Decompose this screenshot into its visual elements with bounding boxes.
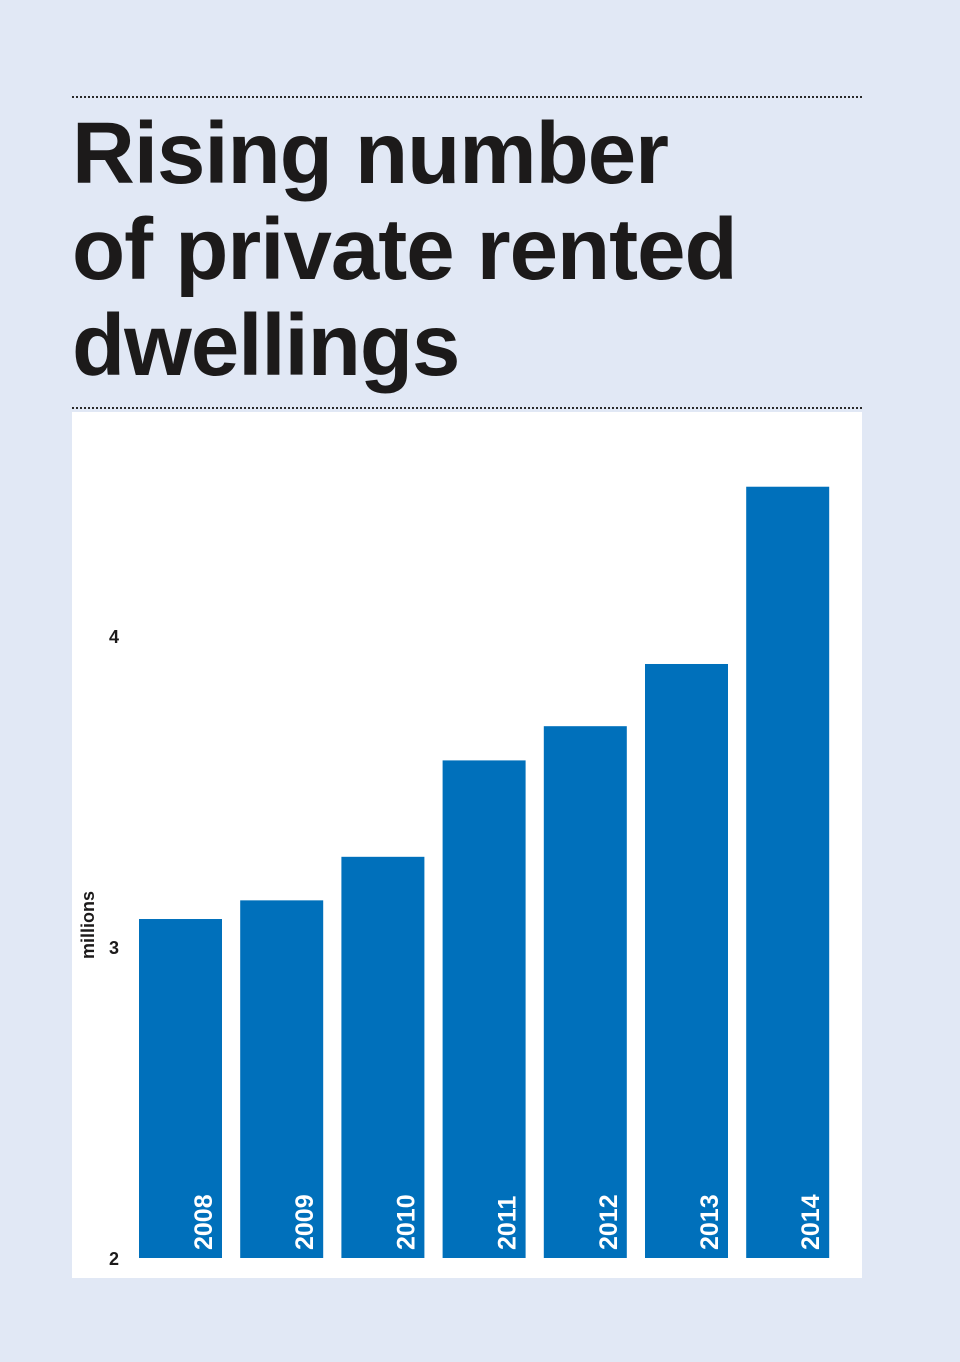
y-tick-label: 4 bbox=[109, 627, 119, 647]
bar bbox=[543, 726, 627, 1258]
bar-category-label: 2013 bbox=[696, 1194, 724, 1250]
page-title: Rising number of private rented dwelling… bbox=[72, 106, 862, 394]
bar-category-label: 2010 bbox=[392, 1194, 420, 1250]
bar bbox=[139, 919, 222, 1258]
chart-panel: 2 3 4 millions 2008 2009 2010 2011 2012 2013 201… bbox=[72, 412, 862, 1278]
title-line-1: Rising number bbox=[72, 105, 669, 202]
title-line-3: dwellings bbox=[72, 297, 460, 394]
bottom-dotted-rule bbox=[72, 407, 862, 409]
title-line-2: of private rented bbox=[72, 201, 738, 298]
y-tick-label: 2 bbox=[109, 1249, 119, 1269]
bar-category-label: 2009 bbox=[291, 1194, 319, 1250]
top-dotted-rule bbox=[72, 96, 862, 98]
bar bbox=[240, 900, 324, 1258]
bar bbox=[442, 760, 526, 1258]
bar-category-labels: 2008 2009 2010 2011 2012 2013 2014 bbox=[190, 1194, 825, 1250]
bar-category-label: 2011 bbox=[494, 1196, 522, 1250]
y-axis-label-group: millions bbox=[78, 891, 98, 959]
y-axis-ticks: 2 3 4 bbox=[109, 627, 119, 1269]
bar bbox=[645, 663, 728, 1258]
y-axis-label: millions bbox=[78, 891, 98, 959]
bar bbox=[746, 486, 830, 1259]
bar bbox=[341, 856, 425, 1258]
bar-category-label: 2014 bbox=[797, 1194, 825, 1250]
y-tick-label: 3 bbox=[109, 938, 119, 958]
bar-series bbox=[139, 486, 830, 1259]
bar-category-label: 2008 bbox=[190, 1194, 218, 1250]
bar-category-label: 2012 bbox=[595, 1194, 623, 1250]
bar-chart: 2 3 4 millions 2008 2009 2010 2011 2012 2013 201… bbox=[78, 486, 830, 1269]
